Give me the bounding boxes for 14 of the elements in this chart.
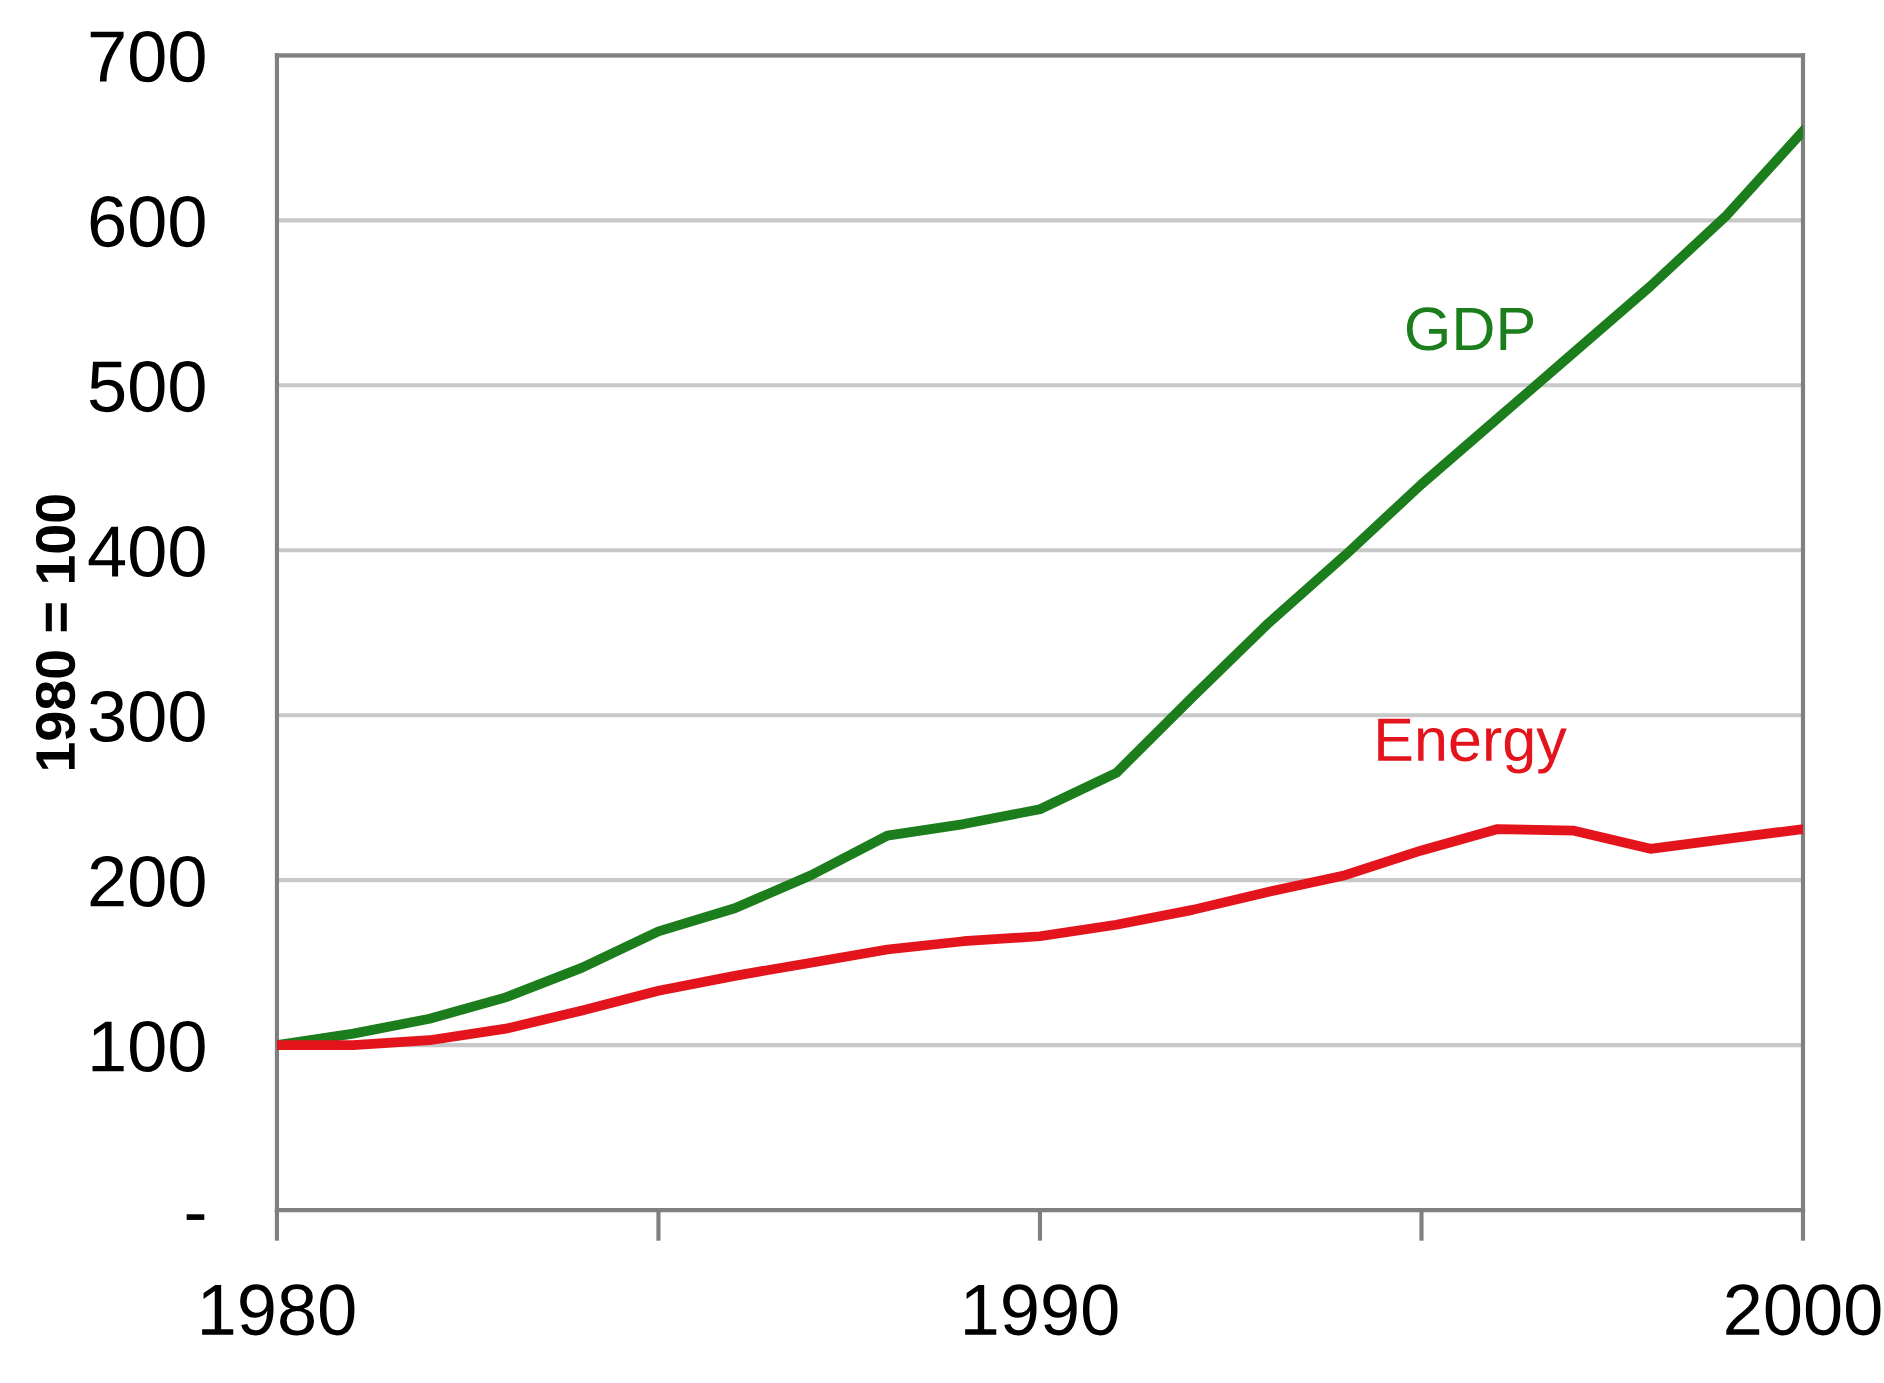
x-tick-label: 1980 [202, 1284, 355, 1336]
y-tick-label: 300 [89, 690, 205, 743]
y-tick-label: 600 [90, 196, 205, 248]
series-label: GDP [1406, 307, 1533, 351]
x-tick-label: 1990 [965, 1284, 1118, 1336]
x-tick-label: 2000 [1726, 1284, 1881, 1336]
y-tick-label: 500 [89, 361, 205, 413]
y-axis-title: 1980 = 100 [35, 495, 76, 770]
y-tick-label: 700 [90, 31, 205, 83]
y-tick-label: 200 [90, 855, 205, 908]
y-tick-label: - [186, 1214, 205, 1220]
series-label: Energy [1378, 718, 1567, 774]
y-tick-label: 100 [92, 1020, 205, 1073]
y-tick-label: 400 [88, 525, 205, 578]
